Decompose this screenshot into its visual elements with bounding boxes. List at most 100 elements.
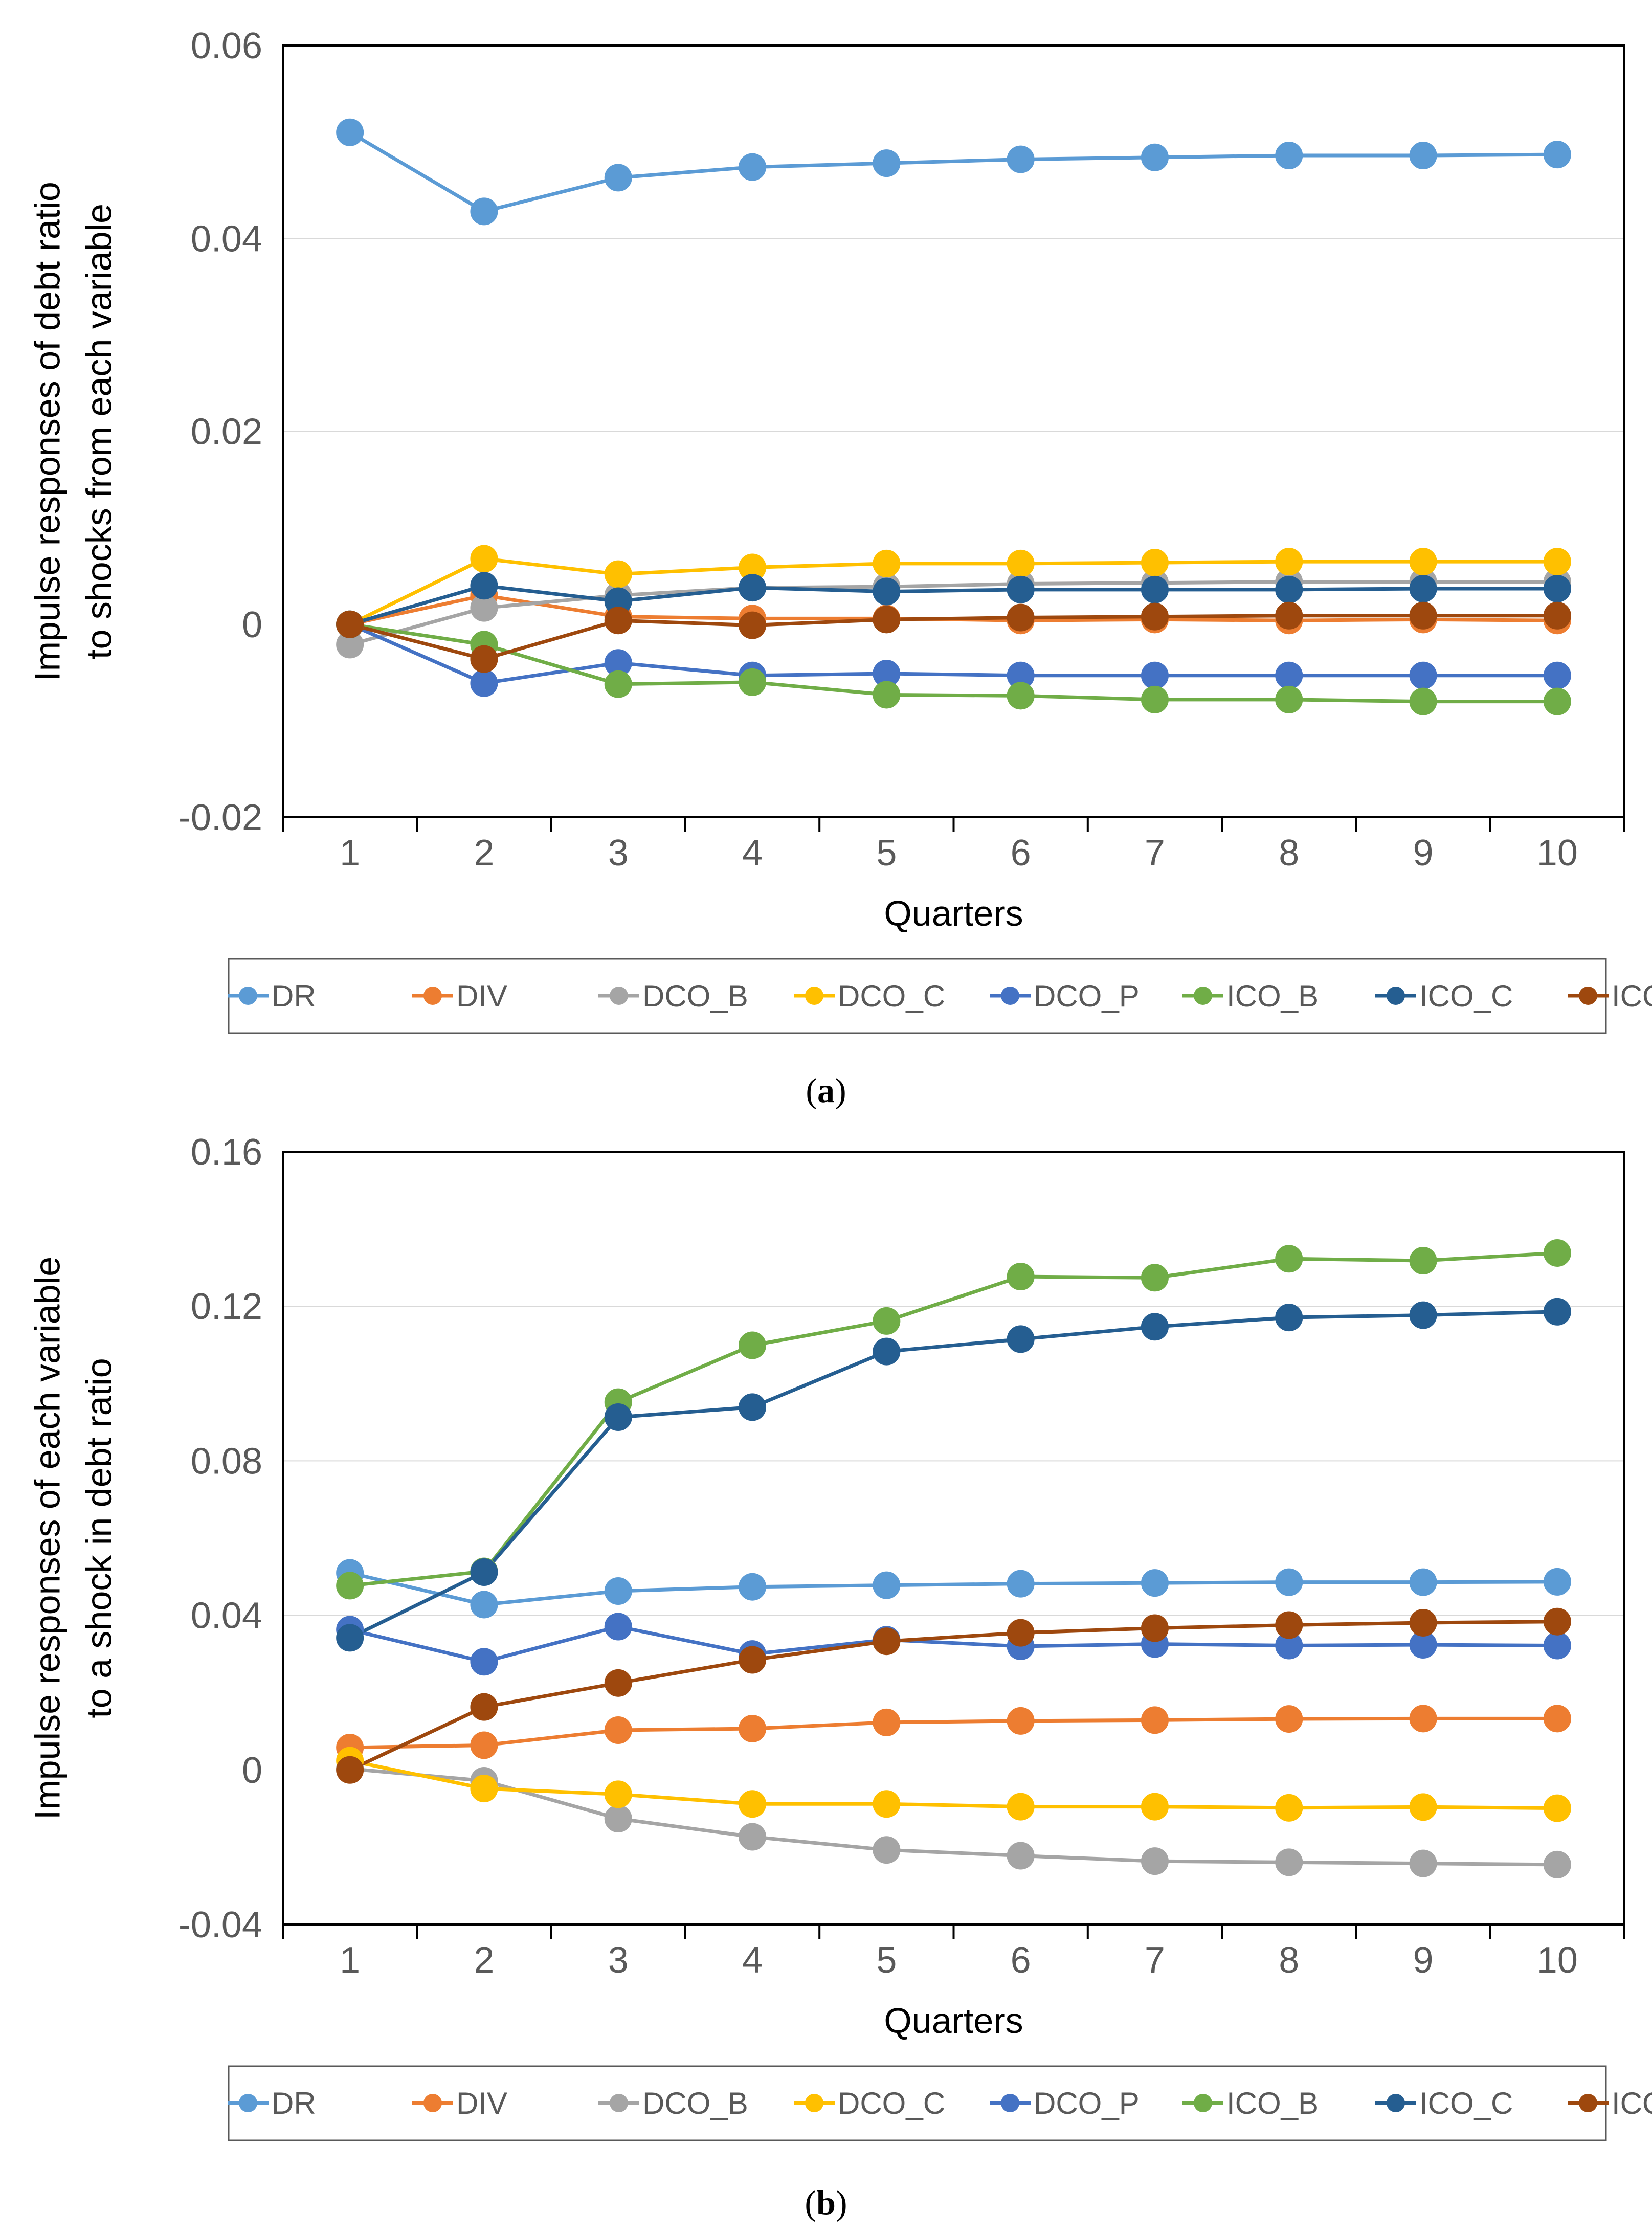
data-point-dco-c xyxy=(1409,548,1437,576)
data-point-div xyxy=(1141,1706,1169,1734)
series-line-ico-c xyxy=(349,1310,1557,1640)
data-point-ico-b xyxy=(1141,685,1169,713)
data-point-dco-c xyxy=(1543,548,1571,576)
legend-marker-swatch xyxy=(239,987,257,1005)
y-axis-title-line: Impulse responses of each variable xyxy=(27,1257,67,1820)
legend-item-ico-c: ICO_C xyxy=(1375,979,1513,1013)
legend-marker-swatch xyxy=(1001,2094,1019,2112)
data-point-dr xyxy=(1007,1570,1035,1598)
legend-item-div: DIV xyxy=(412,979,507,1013)
legend-item-ico-b: ICO_B xyxy=(1182,2086,1319,2120)
x-tick-label: 3 xyxy=(608,1940,629,1981)
y-tick-label: 0.04 xyxy=(191,1596,262,1637)
data-point-ico-p xyxy=(739,1646,767,1674)
y-tick-label: 0.12 xyxy=(191,1286,262,1327)
data-point-ico-c xyxy=(1007,575,1035,603)
data-point-ico-p xyxy=(470,645,498,673)
y-tick-label: 0.08 xyxy=(191,1441,262,1482)
x-tick-label: 2 xyxy=(474,833,494,874)
legend-item-ico-p: ICO_P xyxy=(1568,979,1652,1013)
data-point-dco-c xyxy=(873,1790,901,1818)
data-point-dco-p xyxy=(604,1613,632,1641)
data-point-ico-c xyxy=(1409,574,1437,602)
data-point-ico-c xyxy=(873,1337,901,1366)
data-point-ico-p xyxy=(604,607,632,635)
data-point-div xyxy=(1543,1705,1571,1733)
data-point-dco-c xyxy=(604,560,632,588)
data-point-ico-c xyxy=(470,572,498,600)
caption-open: ( xyxy=(805,2183,816,2222)
legend-item-dco-p: DCO_P xyxy=(990,979,1140,1013)
y-tick-label: -0.02 xyxy=(178,797,262,838)
caption-close: ) xyxy=(835,1071,846,1110)
legend-label: DCO_C xyxy=(838,979,945,1013)
data-point-dco-p xyxy=(470,1648,498,1676)
data-point-dr xyxy=(1275,142,1303,170)
legend-label: DR xyxy=(272,2086,316,2120)
legend-label: DCO_P xyxy=(1034,979,1140,1013)
x-tick-label: 6 xyxy=(1011,833,1031,874)
data-point-ico-b xyxy=(739,668,767,696)
legend-item-div: DIV xyxy=(412,2086,507,2120)
x-tick-label: 9 xyxy=(1413,1940,1434,1981)
legend-label: DIV xyxy=(456,2086,507,2120)
data-point-ico-p xyxy=(1409,601,1437,630)
legend-label: DCO_B xyxy=(642,2086,748,2120)
x-tick-label: 2 xyxy=(474,1940,494,1981)
data-point-ico-c xyxy=(1275,575,1303,603)
x-tick-label: 7 xyxy=(1145,1940,1165,1981)
legend-item-ico-b: ICO_B xyxy=(1182,979,1319,1013)
legend-item-ico-p: ICO_P xyxy=(1568,2086,1652,2120)
series-line-ico-p xyxy=(349,1620,1557,1772)
data-point-dr xyxy=(1543,141,1571,169)
data-point-ico-c xyxy=(336,1624,364,1652)
data-point-dco-b xyxy=(873,1836,901,1864)
data-point-dco-b xyxy=(1543,1850,1571,1878)
x-tick-label: 10 xyxy=(1537,1940,1578,1981)
data-point-dr xyxy=(1141,143,1169,171)
data-point-dr xyxy=(739,153,767,181)
x-tick-label: 4 xyxy=(742,833,763,874)
data-point-ico-b xyxy=(873,681,901,709)
data-point-ico-p xyxy=(873,606,901,634)
data-point-ico-p xyxy=(1141,602,1169,631)
series-line-dco-c xyxy=(349,556,1557,626)
data-point-div xyxy=(470,1731,498,1759)
data-point-dco-b xyxy=(1141,1847,1169,1875)
series-line-dco-p xyxy=(349,1625,1557,1664)
data-point-dco-c xyxy=(1141,1793,1169,1821)
legend-label: ICO_P xyxy=(1612,2086,1652,2120)
x-tick-label: 9 xyxy=(1413,833,1434,874)
data-point-ico-b xyxy=(604,670,632,698)
data-point-dr xyxy=(470,1591,498,1619)
series-line-dr xyxy=(349,130,1557,213)
chart-a: -0.02 0 0.02 0.04 0.06 1 2 3 4 5 6 7 8 9 10 Quarters Imp… xyxy=(27,26,1652,1110)
legend-label: ICO_C xyxy=(1419,979,1513,1013)
caption-close: ) xyxy=(836,2183,847,2222)
legend-marker-swatch xyxy=(610,2094,628,2112)
data-point-ico-b xyxy=(1141,1264,1169,1292)
series-line-div xyxy=(350,1716,1557,1750)
legend-item-dr: DR xyxy=(228,2086,316,2120)
data-point-dr xyxy=(739,1573,767,1601)
x-tick-label: 3 xyxy=(608,833,629,874)
data-point-ico-c xyxy=(1409,1301,1437,1329)
y-axis-title-line: to shocks from each variable xyxy=(79,204,119,659)
data-point-dco-p xyxy=(470,669,498,697)
y-tick-label: 0.04 xyxy=(191,218,262,259)
x-tick-label: 10 xyxy=(1537,833,1578,874)
legend-label: DCO_B xyxy=(642,979,748,1013)
legend-label: DR xyxy=(272,979,316,1013)
data-point-div xyxy=(1007,1707,1035,1735)
data-point-ico-b xyxy=(739,1331,767,1359)
y-tick-label: 0.02 xyxy=(191,412,262,453)
legend-label: ICO_B xyxy=(1226,979,1319,1013)
y-axis-title-line: to a shock in debt ratio xyxy=(79,1358,119,1718)
data-point-div xyxy=(1409,1705,1437,1733)
data-point-dco-c xyxy=(470,545,498,573)
caption-letter: b xyxy=(816,2183,836,2222)
series-line-dco-b xyxy=(349,1767,1557,1867)
data-point-ico-p xyxy=(1007,603,1035,632)
data-point-ico-c xyxy=(1007,1325,1035,1353)
